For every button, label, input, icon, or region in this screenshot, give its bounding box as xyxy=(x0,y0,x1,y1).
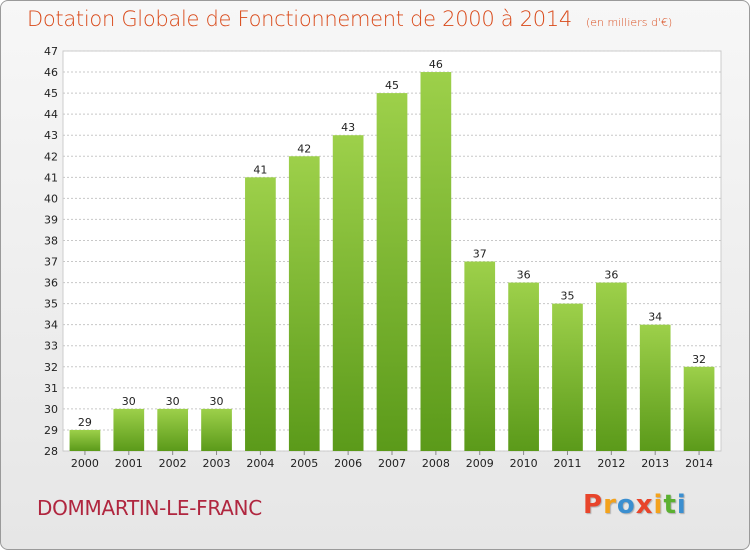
bar xyxy=(639,324,671,451)
bar xyxy=(420,72,452,451)
chart-title: Dotation Globale de Fonctionnement de 20… xyxy=(27,7,672,31)
bar xyxy=(683,366,715,451)
y-tick-label: 37 xyxy=(44,256,58,269)
x-tick-label: 2009 xyxy=(466,457,494,470)
y-tick-label: 41 xyxy=(44,171,58,184)
x-tick-label: 2005 xyxy=(290,457,318,470)
y-tick-label: 38 xyxy=(44,234,58,247)
bar-value-label: 30 xyxy=(166,395,180,408)
bar xyxy=(464,261,496,451)
logo-letter: t xyxy=(663,490,677,520)
x-tick-label: 2007 xyxy=(378,457,406,470)
y-tick-label: 36 xyxy=(44,277,58,290)
bar-value-label: 37 xyxy=(473,248,487,261)
x-tick-label: 2000 xyxy=(71,457,99,470)
x-tick-label: 2011 xyxy=(553,457,581,470)
x-axis: 2000 2001 2002 2003 2004 2005 2006 2007 2008 2009… xyxy=(71,451,713,470)
y-tick-label: 39 xyxy=(44,213,58,226)
y-tick-label: 31 xyxy=(44,382,58,395)
y-tick-label: 30 xyxy=(44,403,58,416)
x-tick-label: 2002 xyxy=(159,457,187,470)
title-unit: (en milliers d'€) xyxy=(585,16,673,29)
bar-value-label: 45 xyxy=(385,79,399,92)
bar xyxy=(157,408,189,451)
bar xyxy=(508,282,539,451)
bar-value-label: 34 xyxy=(648,311,662,324)
y-axis: 28 29 30 31 32 33 34 35 36 37 38 39 40 41 42 43 44 45 46 47 xyxy=(44,45,58,458)
bar-value-label: 43 xyxy=(341,121,355,134)
y-tick-label: 46 xyxy=(44,66,58,79)
bar xyxy=(69,429,101,451)
x-tick-label: 2004 xyxy=(246,457,274,470)
proxiti-logo: Proxiti xyxy=(583,490,687,520)
commune-name: DOMMARTIN-LE-FRANC xyxy=(37,496,262,520)
y-tick-label: 34 xyxy=(44,319,58,332)
logo-letter: P xyxy=(583,490,604,520)
y-tick-label: 47 xyxy=(44,45,58,58)
x-tick-label: 2013 xyxy=(641,457,669,470)
logo-letter: i xyxy=(653,490,664,520)
bar-value-label: 42 xyxy=(297,142,311,155)
y-tick-label: 33 xyxy=(44,340,58,353)
bar xyxy=(245,177,276,451)
bar xyxy=(113,408,145,451)
logo-letter: x xyxy=(635,490,654,520)
bar-value-label: 36 xyxy=(604,269,618,282)
bar-value-label: 46 xyxy=(429,58,443,71)
logo-letter: i xyxy=(676,490,687,520)
y-tick-label: 43 xyxy=(44,129,58,142)
bar xyxy=(201,408,232,451)
bars: 29 30 30 30 41 42 43 45 46 37 36 35 36 34 32 xyxy=(69,58,715,452)
bar-value-label: 30 xyxy=(210,395,224,408)
bar-value-label: 36 xyxy=(517,269,531,282)
x-tick-label: 2003 xyxy=(203,457,231,470)
y-tick-label: 32 xyxy=(44,361,58,374)
bar xyxy=(552,303,583,451)
y-tick-label: 28 xyxy=(44,445,58,458)
x-tick-label: 2001 xyxy=(115,457,143,470)
y-tick-label: 29 xyxy=(44,424,58,437)
x-tick-label: 2014 xyxy=(685,457,713,470)
y-tick-label: 44 xyxy=(44,108,58,121)
bar xyxy=(595,282,627,451)
bar-value-label: 35 xyxy=(560,290,574,303)
logo-letter: o xyxy=(616,490,636,520)
y-tick-label: 45 xyxy=(44,87,58,100)
title-text: Dotation Globale de Fonctionnement de 20… xyxy=(27,7,572,31)
y-tick-label: 35 xyxy=(44,298,58,311)
bar xyxy=(376,93,408,452)
bar-value-label: 41 xyxy=(253,163,267,176)
y-tick-label: 42 xyxy=(44,150,58,163)
logo-letter: r xyxy=(603,490,617,520)
x-tick-label: 2006 xyxy=(334,457,362,470)
bar xyxy=(288,156,320,451)
x-tick-label: 2010 xyxy=(510,457,538,470)
y-tick-label: 40 xyxy=(44,192,58,205)
bar-value-label: 30 xyxy=(122,395,136,408)
bar-value-label: 29 xyxy=(78,416,92,429)
bar-value-label: 32 xyxy=(692,353,706,366)
x-tick-label: 2008 xyxy=(422,457,450,470)
bar xyxy=(332,135,364,452)
x-tick-label: 2012 xyxy=(597,457,625,470)
